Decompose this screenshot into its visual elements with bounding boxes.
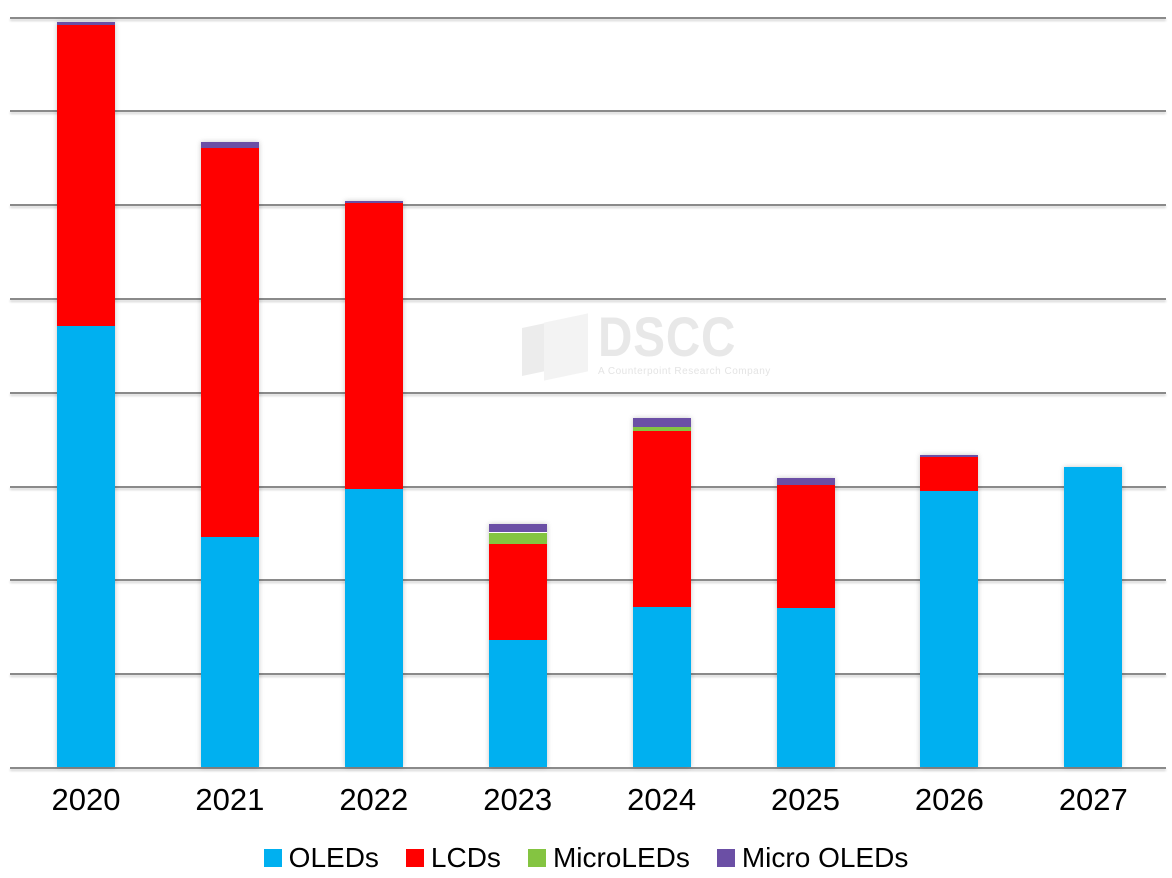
legend-label: Micro OLEDs bbox=[741, 842, 909, 873]
x-tick-label-2022: 2022 bbox=[339, 782, 409, 817]
bar-segment-2022-OLEDs bbox=[344, 489, 403, 767]
x-axis-baseline bbox=[10, 767, 1166, 769]
bar-segment-2021-Micro-OLEDs bbox=[200, 142, 259, 148]
bar-segment-2023-OLEDs bbox=[488, 640, 547, 767]
x-tick-label-2021: 2021 bbox=[195, 782, 265, 817]
legend-swatch-icon bbox=[263, 849, 282, 867]
gridline bbox=[10, 579, 1166, 582]
legend-item-LCDs: LCDs bbox=[405, 842, 501, 874]
x-tick-label-2026: 2026 bbox=[914, 782, 984, 817]
gridline bbox=[10, 391, 1166, 394]
bar-2026 bbox=[920, 454, 979, 767]
bar-segment-2022-Micro-OLEDs bbox=[344, 201, 403, 204]
legend-item-Micro-OLEDs: Micro OLEDs bbox=[716, 842, 909, 874]
bar-segment-2020-OLEDs bbox=[57, 326, 115, 767]
legend-item-OLEDs: OLEDs bbox=[263, 842, 379, 874]
bar-segment-2023-LCDs bbox=[488, 543, 547, 641]
bar-2025 bbox=[776, 478, 835, 767]
legend-swatch-icon bbox=[527, 849, 546, 867]
gridline bbox=[10, 298, 1166, 300]
bar-2023 bbox=[488, 524, 547, 767]
bar-segment-2022-LCDs bbox=[344, 203, 403, 490]
gridline bbox=[10, 16, 1166, 19]
gridline bbox=[10, 204, 1166, 207]
bar-segment-2026-OLEDs bbox=[920, 491, 979, 767]
bar-segment-2021-OLEDs bbox=[200, 537, 259, 767]
bar-segment-2023-MicroLEDs bbox=[488, 532, 547, 544]
bar-segment-2027-OLEDs bbox=[1064, 466, 1123, 767]
legend-label: LCDs bbox=[430, 842, 501, 873]
x-axis: 2020 2021 2022 2023 2024 2025 2026 2027 bbox=[0, 782, 1172, 826]
bar-segment-2025-Micro-OLEDs bbox=[776, 478, 835, 485]
bar-segment-2025-OLEDs bbox=[776, 608, 835, 767]
x-tick-label-2020: 2020 bbox=[51, 782, 121, 817]
logo-parallelogram-front bbox=[544, 313, 588, 381]
bar-2022 bbox=[344, 201, 403, 767]
gridline bbox=[10, 110, 1166, 113]
bar-segment-2024-Micro-OLEDs bbox=[632, 418, 691, 428]
bar-segment-2024-OLEDs bbox=[632, 606, 691, 767]
x-tick-label-2025: 2025 bbox=[771, 782, 840, 817]
legend-label: OLEDs bbox=[288, 842, 379, 873]
bar-2021 bbox=[200, 142, 259, 767]
watermark-text-block: DSCC A Counterpoint Research Company bbox=[598, 305, 771, 378]
legend-swatch-icon bbox=[405, 849, 424, 867]
bar-segment-2020-Micro-OLEDs bbox=[57, 22, 115, 26]
bar-segment-2021-LCDs bbox=[200, 147, 259, 538]
gridline bbox=[10, 673, 1166, 676]
watermark-brand: DSCC bbox=[598, 305, 737, 368]
bar-2027 bbox=[1064, 466, 1123, 767]
bar-segment-2024-MicroLEDs bbox=[632, 427, 691, 432]
bar-2024 bbox=[632, 418, 691, 767]
bar-segment-2026-LCDs bbox=[920, 456, 979, 492]
dscc-logo-icon bbox=[520, 312, 592, 386]
bar-segment-2023-Micro-OLEDs bbox=[488, 524, 547, 533]
dscc-watermark: DSCC A Counterpoint Research Company bbox=[520, 305, 771, 386]
bar-segment-2024-LCDs bbox=[632, 431, 691, 607]
bar-segment-2025-LCDs bbox=[776, 484, 835, 609]
plot-area: DSCC A Counterpoint Research Company bbox=[10, 16, 1166, 769]
watermark-tagline: A Counterpoint Research Company bbox=[598, 366, 771, 377]
legend-item-MicroLEDs: MicroLEDs bbox=[527, 842, 690, 874]
x-tick-label-2023: 2023 bbox=[483, 782, 553, 817]
bar-2020 bbox=[57, 22, 115, 767]
bar-segment-2020-LCDs bbox=[57, 25, 115, 327]
legend: OLEDs LCDs MicroLEDs Micro OLEDs bbox=[0, 838, 1172, 878]
legend-swatch-icon bbox=[716, 849, 735, 867]
x-tick-label-2024: 2024 bbox=[627, 782, 697, 817]
bar-segment-2026-Micro-OLEDs bbox=[920, 454, 979, 457]
gridline bbox=[10, 485, 1166, 488]
x-tick-label-2027: 2027 bbox=[1058, 782, 1128, 817]
legend-label: MicroLEDs bbox=[552, 842, 690, 873]
